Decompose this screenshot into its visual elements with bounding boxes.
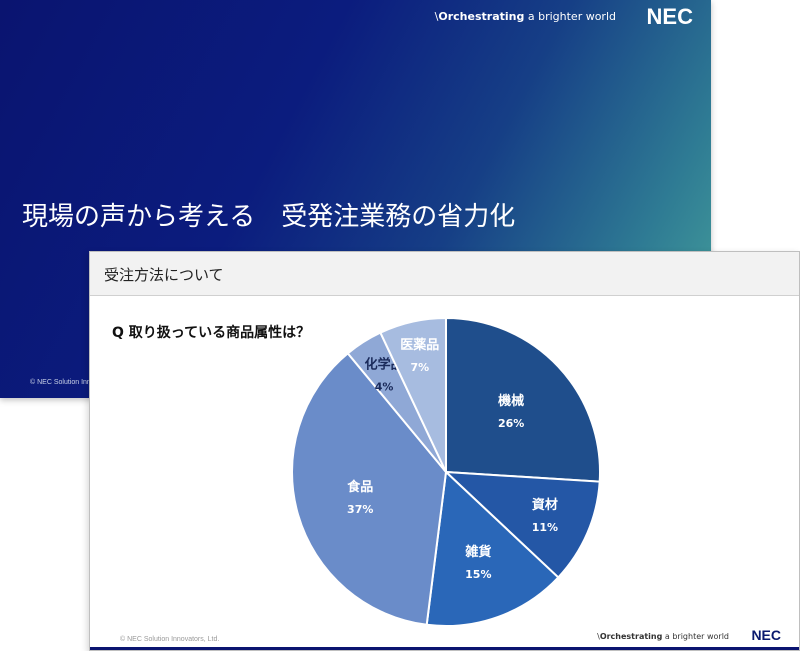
pie-label-name: 機械 bbox=[498, 393, 524, 409]
slide-header-title: 受注方法について bbox=[104, 266, 224, 284]
pie-label-percent: 26% bbox=[498, 417, 524, 430]
content-slide: 受注方法について Q 取り扱っている商品属性は？ 機械 26% 資材 11% 雑貨 15%… bbox=[89, 251, 800, 651]
pie-label-percent: 15% bbox=[465, 568, 491, 581]
pie-label-name: 資材 bbox=[532, 497, 558, 513]
pie-slice-1 bbox=[443, 470, 601, 579]
tagline: \Orchestrating a brighter world bbox=[597, 632, 729, 641]
nec-logo: NEC bbox=[751, 627, 781, 643]
nec-logo: NEC bbox=[646, 4, 693, 29]
copyright: © NEC Solution Innovators, Ltd. bbox=[30, 379, 130, 386]
pie-label-name: 食品 bbox=[347, 479, 373, 495]
pie-label-name: 雑貨 bbox=[464, 544, 491, 560]
slide-title: 現場の声から考える 受発注業務の省力化 bbox=[22, 202, 516, 232]
pie-slice-0 bbox=[445, 316, 601, 483]
tagline: \Orchestrating a brighter world bbox=[435, 10, 616, 23]
pie-slice-5 bbox=[379, 316, 447, 473]
pie-label-percent: 11% bbox=[532, 521, 558, 534]
pie-label-percent: 4% bbox=[375, 380, 394, 393]
pie-label-percent: 37% bbox=[347, 503, 373, 516]
tagline-bold: Orchestrating bbox=[438, 10, 525, 23]
pie-label-name: 医薬品 bbox=[400, 337, 439, 353]
pie-label-percent: 7% bbox=[410, 361, 429, 374]
copyright: © NEC Solution Innovators, Ltd. bbox=[120, 636, 220, 643]
tagline-rest: a brighter world bbox=[524, 10, 616, 23]
pie-slice-2 bbox=[425, 469, 560, 627]
tagline-rest: a brighter world bbox=[662, 632, 729, 641]
slide-header: 受注方法について bbox=[90, 252, 799, 296]
tagline-slash: \ bbox=[597, 632, 600, 641]
tagline-slash: \ bbox=[434, 10, 439, 23]
pie-slice-3 bbox=[291, 351, 448, 626]
question-text: Q 取り扱っている商品属性は？ bbox=[112, 325, 311, 341]
tagline-bold: Orchestrating bbox=[599, 632, 663, 641]
bottom-bar bbox=[90, 647, 799, 650]
